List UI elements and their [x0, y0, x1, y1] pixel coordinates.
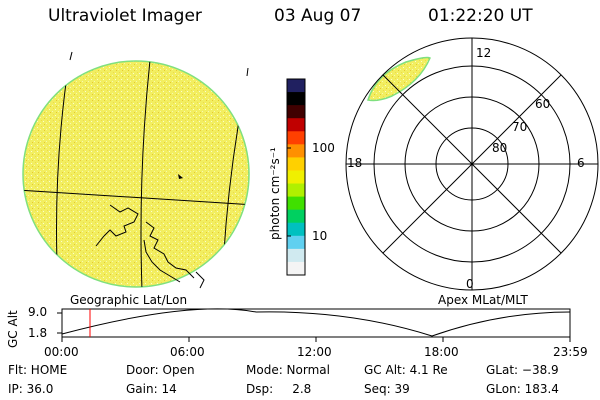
gain-value: Gain: 14 [126, 382, 177, 396]
gc-altitude: GC Alt: 4.1 Re [364, 363, 448, 377]
coastline [95, 204, 205, 289]
altitude-xtick-1800: 18:00 [424, 345, 459, 359]
ip-value: IP: 36.0 [8, 382, 54, 396]
instrument-title: Ultraviolet Imager [48, 6, 202, 26]
geographic-longitude: GLon: 183.4 [486, 382, 559, 396]
dsp-value: Dsp: 2.8 [246, 382, 312, 396]
mode-value: Mode: Normal [246, 363, 330, 377]
polar-panel-label: Apex MLat/MLT [438, 293, 528, 307]
mlat-label-80: 80 [492, 141, 508, 155]
colorbar-segment [287, 92, 305, 106]
altitude-xtick-1200: 12:00 [297, 345, 332, 359]
sequence-number: Seq: 39 [364, 382, 410, 396]
colorbar-segment [287, 105, 305, 119]
altitude-curve [61, 308, 571, 337]
colorbar-segment [287, 170, 305, 185]
colorbar-segment [287, 118, 305, 132]
auroral-oval-patch [367, 56, 431, 102]
colorbar-tick-10: 10 [312, 229, 328, 243]
colorbar-segment [287, 144, 305, 158]
colorbar-segment [287, 157, 305, 171]
colorbar-segment [287, 261, 305, 276]
date-label: 03 Aug 07 [274, 6, 362, 26]
geographic-panel-label: Geographic Lat/Lon [70, 293, 188, 307]
altitude-ylabel: GC Alt [6, 310, 20, 348]
colorbar-segment [287, 131, 305, 145]
altitude-xtick-0000: 00:00 [44, 345, 79, 359]
mlt-label-12: 12 [476, 46, 492, 60]
mlt-label-18: 18 [347, 156, 363, 170]
colorbar-segment [287, 248, 305, 263]
mlt-label-0: 0 [466, 277, 474, 291]
uv-image-disc [22, 60, 250, 288]
colorbar-segment [287, 235, 305, 250]
geographic-latitude: GLat: −38.9 [486, 363, 559, 377]
mlt-label-6: 6 [577, 156, 585, 170]
cursor-icon [178, 174, 183, 179]
colorbar-segment [287, 209, 305, 224]
time-label: 01:22:20 UT [428, 6, 533, 26]
colorbar-segment [287, 183, 305, 198]
colorbar [286, 78, 306, 276]
geographic-image-panel [22, 51, 250, 289]
altitude-plot [57, 308, 571, 342]
altitude-ytick-low: 1.8 [28, 326, 48, 340]
flight-status: Flt: HOME [8, 363, 68, 377]
polar-plot [345, 37, 599, 291]
colorbar-segment [287, 196, 305, 211]
colorbar-segment [287, 79, 305, 93]
altitude-ytick-high: 9.0 [28, 305, 48, 319]
altitude-xtick-2359: 23:59 [553, 345, 588, 359]
colorbar-unit-label: photon cm⁻²s⁻¹ [268, 147, 282, 240]
door-status: Door: Open [126, 363, 195, 377]
colorbar-segment [287, 222, 305, 237]
altitude-xtick-0600: 06:00 [170, 345, 205, 359]
colorbar-tick-100: 100 [312, 141, 335, 155]
mlat-label-70: 70 [512, 120, 528, 134]
mlat-label-60: 60 [535, 97, 551, 111]
